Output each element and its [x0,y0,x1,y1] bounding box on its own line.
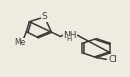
Text: Cl: Cl [109,55,118,64]
Text: NH: NH [63,31,76,40]
Text: H: H [67,36,72,43]
Text: S: S [42,12,47,21]
Text: Me: Me [14,38,25,47]
